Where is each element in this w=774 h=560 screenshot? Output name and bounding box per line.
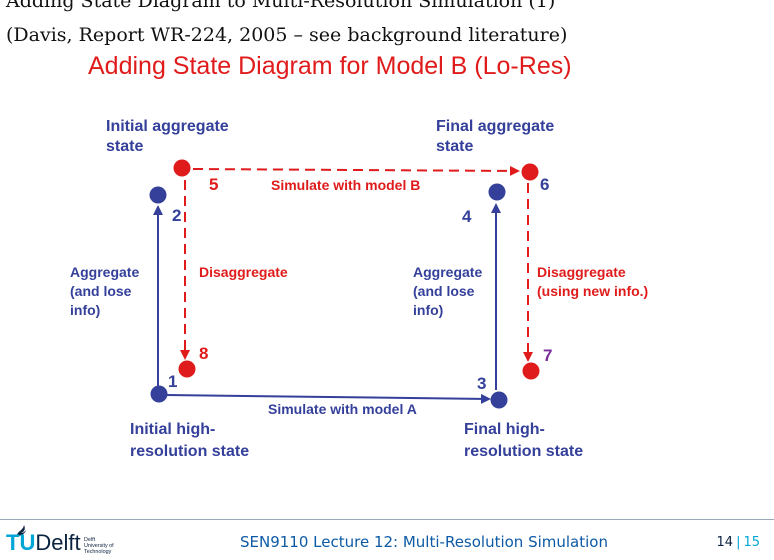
state-1-label: 1 — [168, 372, 177, 391]
state-2-node — [149, 186, 167, 204]
total-pages: 15 — [743, 535, 760, 550]
state-4-node — [488, 183, 506, 201]
label-initial-high-res: Initial high- resolution state — [130, 421, 249, 460]
state-2-label: 2 — [172, 206, 181, 225]
header-text: Adding State Diagram to Multi-Resolution… — [6, 0, 567, 52]
label-initial-aggregate: Initial aggregate state — [106, 118, 233, 155]
state-diagram: 1 2 3 4 5 6 7 8 Initial aggregate state … — [70, 118, 648, 460]
arrow-simulate-b — [192, 165, 520, 176]
state-5-label: 5 — [209, 175, 218, 194]
footer-divider — [0, 519, 774, 520]
arrow-simulate-a — [165, 393, 491, 404]
slide-title: Adding State Diagram for Model B (Lo-Res… — [88, 52, 572, 80]
flame-icon — [17, 525, 26, 536]
citation-text: (Davis, Report WR-224, 2005 – see backgr… — [6, 24, 568, 46]
label-aggregate-left: Aggregate (and lose info) — [70, 264, 143, 318]
state-3-node — [490, 391, 508, 409]
state-4-label: 4 — [462, 207, 472, 226]
header-partial-line: Adding State Diagram to Multi-Resolution… — [6, 0, 556, 12]
lecture-title: SEN9110 Lecture 12: Multi-Resolution Sim… — [240, 533, 608, 551]
logo-wordmark: TUDelft — [6, 530, 81, 555]
state-6-label: 6 — [540, 175, 549, 194]
current-page: 14 — [716, 535, 734, 550]
label-disaggregate-left: Disaggregate — [199, 264, 288, 280]
tudelft-logo: TUDelft Delft University of Technology — [6, 525, 116, 556]
state-1-node — [150, 385, 168, 403]
state-3-label: 3 — [477, 374, 486, 393]
label-disaggregate-right: Disaggregate (using new info.) — [537, 264, 648, 299]
state-6-node — [521, 163, 539, 181]
state-8-label: 8 — [199, 344, 208, 363]
state-8-node — [178, 360, 196, 378]
page-number: 14 | 15 — [716, 535, 760, 550]
label-simulate-b: Simulate with model B — [271, 177, 420, 193]
state-7-label: 7 — [543, 346, 552, 365]
label-simulate-a: Simulate with model A — [268, 401, 417, 417]
label-aggregate-right: Aggregate (and lose info) — [413, 264, 486, 318]
label-final-high-res: Final high- resolution state — [464, 421, 583, 460]
label-final-aggregate: Final aggregate state — [436, 118, 559, 155]
state-5-node — [173, 159, 191, 177]
logo-small-text: Delft University of Technology — [84, 537, 114, 555]
state-7-node — [522, 362, 540, 380]
